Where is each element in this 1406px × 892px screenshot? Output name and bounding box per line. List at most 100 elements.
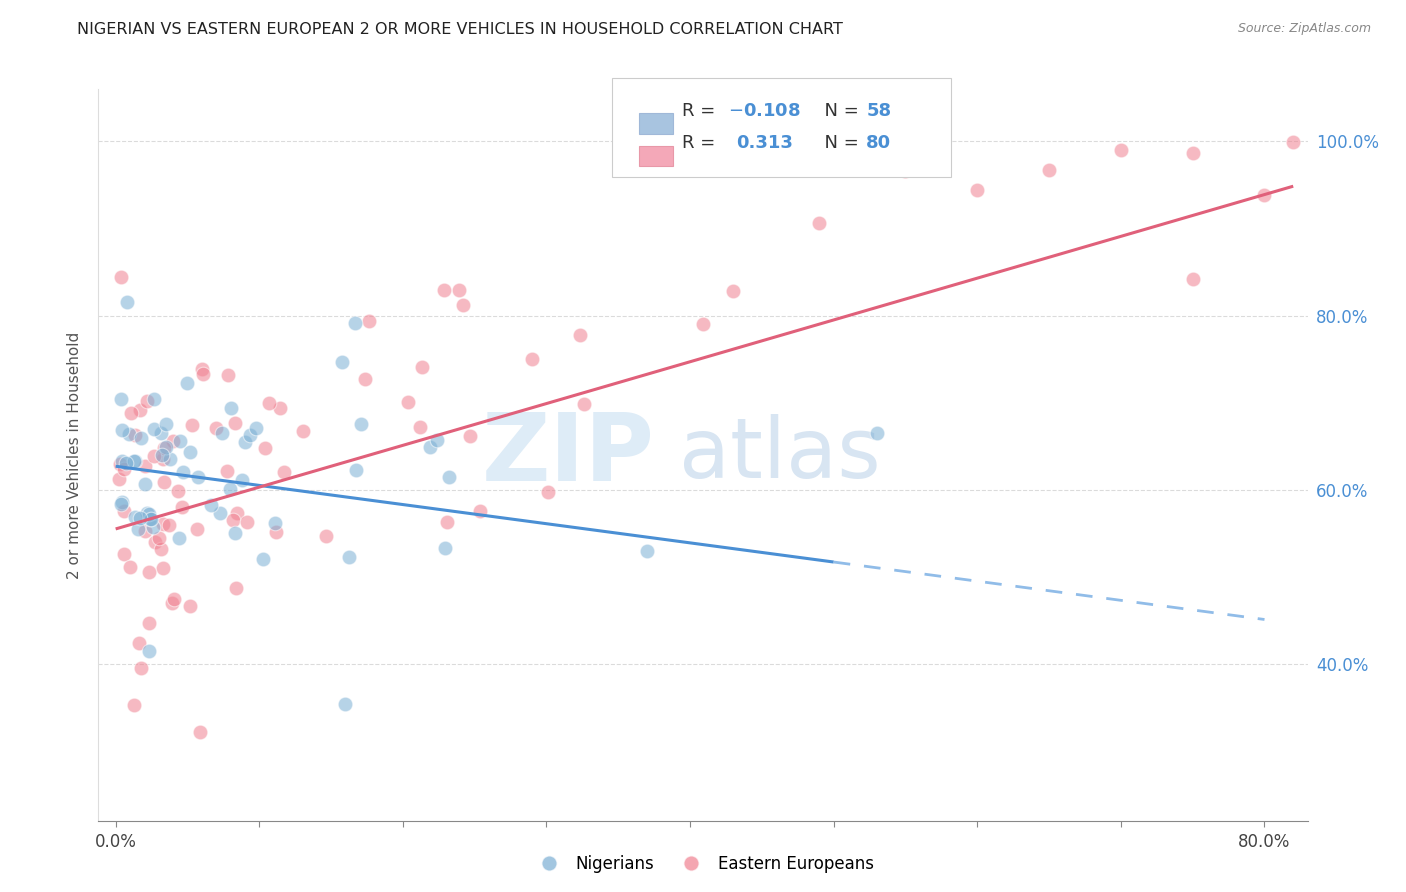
Point bbox=[1282, 135, 1305, 149]
Point bbox=[894, 164, 917, 178]
Point bbox=[224, 417, 246, 431]
Point bbox=[118, 427, 141, 442]
Point bbox=[142, 450, 165, 464]
Point bbox=[160, 596, 183, 610]
Point bbox=[129, 661, 152, 675]
Legend: Nigerians, Eastern Europeans: Nigerians, Eastern Europeans bbox=[526, 848, 880, 880]
Point bbox=[217, 368, 239, 382]
Point bbox=[966, 183, 988, 197]
Point bbox=[337, 549, 360, 564]
Point bbox=[143, 535, 166, 549]
Point bbox=[396, 395, 419, 409]
FancyBboxPatch shape bbox=[638, 145, 673, 166]
Point bbox=[269, 401, 291, 416]
Point bbox=[112, 547, 135, 561]
Point bbox=[866, 425, 889, 440]
Point bbox=[159, 451, 181, 466]
Point bbox=[357, 314, 380, 328]
Point bbox=[537, 485, 560, 500]
Point bbox=[433, 541, 456, 555]
FancyBboxPatch shape bbox=[613, 78, 950, 177]
Point bbox=[152, 441, 174, 455]
Point bbox=[155, 440, 177, 454]
Text: N =: N = bbox=[813, 102, 865, 120]
Point bbox=[110, 423, 132, 437]
Point bbox=[470, 504, 492, 518]
Point bbox=[1181, 146, 1204, 161]
Point bbox=[129, 511, 152, 525]
Point bbox=[433, 283, 456, 297]
Point bbox=[222, 513, 245, 527]
Point bbox=[200, 498, 222, 512]
Text: 0.313: 0.313 bbox=[735, 134, 793, 152]
Point bbox=[124, 698, 146, 713]
Point bbox=[169, 434, 191, 448]
Point bbox=[257, 396, 280, 410]
Point bbox=[187, 470, 209, 484]
Point bbox=[112, 503, 135, 517]
Point bbox=[155, 417, 177, 432]
Y-axis label: 2 or more Vehicles in Household: 2 or more Vehicles in Household bbox=[67, 331, 83, 579]
Point bbox=[239, 428, 262, 442]
Text: NIGERIAN VS EASTERN EUROPEAN 2 OR MORE VEHICLES IN HOUSEHOLD CORRELATION CHART: NIGERIAN VS EASTERN EUROPEAN 2 OR MORE V… bbox=[77, 22, 844, 37]
Point bbox=[437, 469, 460, 483]
Point bbox=[572, 397, 595, 411]
Point bbox=[1038, 162, 1060, 177]
Point bbox=[167, 531, 190, 545]
Point bbox=[129, 402, 152, 417]
Point bbox=[172, 465, 194, 479]
Point bbox=[254, 441, 277, 455]
Point bbox=[148, 531, 170, 545]
Point bbox=[263, 516, 285, 531]
Point bbox=[453, 298, 475, 312]
Text: Source: ZipAtlas.com: Source: ZipAtlas.com bbox=[1237, 22, 1371, 36]
Point bbox=[111, 454, 134, 468]
Point bbox=[138, 507, 160, 521]
Point bbox=[179, 599, 201, 613]
Point bbox=[122, 454, 145, 468]
Point bbox=[110, 392, 132, 406]
Point bbox=[108, 472, 131, 486]
Point bbox=[152, 475, 174, 489]
Point bbox=[333, 697, 356, 711]
Point bbox=[111, 495, 134, 509]
Point bbox=[205, 421, 228, 435]
Point bbox=[136, 506, 159, 520]
Point bbox=[152, 561, 174, 575]
Point bbox=[115, 456, 138, 470]
Point bbox=[150, 448, 173, 462]
Point bbox=[245, 421, 267, 435]
Point bbox=[266, 524, 288, 539]
Point bbox=[636, 544, 658, 558]
Point bbox=[191, 361, 214, 376]
Point bbox=[1109, 143, 1132, 157]
Point bbox=[162, 434, 184, 448]
Point bbox=[134, 459, 156, 474]
Point bbox=[225, 507, 247, 521]
Point bbox=[139, 511, 162, 525]
Text: $-$0.108: $-$0.108 bbox=[728, 102, 801, 120]
Point bbox=[330, 355, 353, 369]
Point bbox=[224, 526, 246, 541]
Point bbox=[458, 428, 481, 442]
Point bbox=[344, 463, 367, 477]
Point bbox=[1181, 272, 1204, 286]
Point bbox=[152, 517, 174, 532]
Point bbox=[127, 522, 149, 536]
Point bbox=[411, 359, 433, 374]
Point bbox=[110, 457, 132, 471]
Point bbox=[134, 477, 156, 491]
Point bbox=[157, 518, 180, 533]
Point bbox=[124, 454, 146, 468]
Point bbox=[219, 482, 242, 496]
Point bbox=[110, 270, 132, 285]
Point bbox=[139, 512, 162, 526]
Point bbox=[120, 559, 142, 574]
Text: R =: R = bbox=[682, 102, 721, 120]
Point bbox=[211, 426, 233, 441]
Point bbox=[124, 509, 146, 524]
Point bbox=[215, 464, 238, 478]
Point bbox=[181, 417, 204, 432]
Point bbox=[315, 529, 337, 543]
Text: atlas: atlas bbox=[679, 415, 880, 495]
